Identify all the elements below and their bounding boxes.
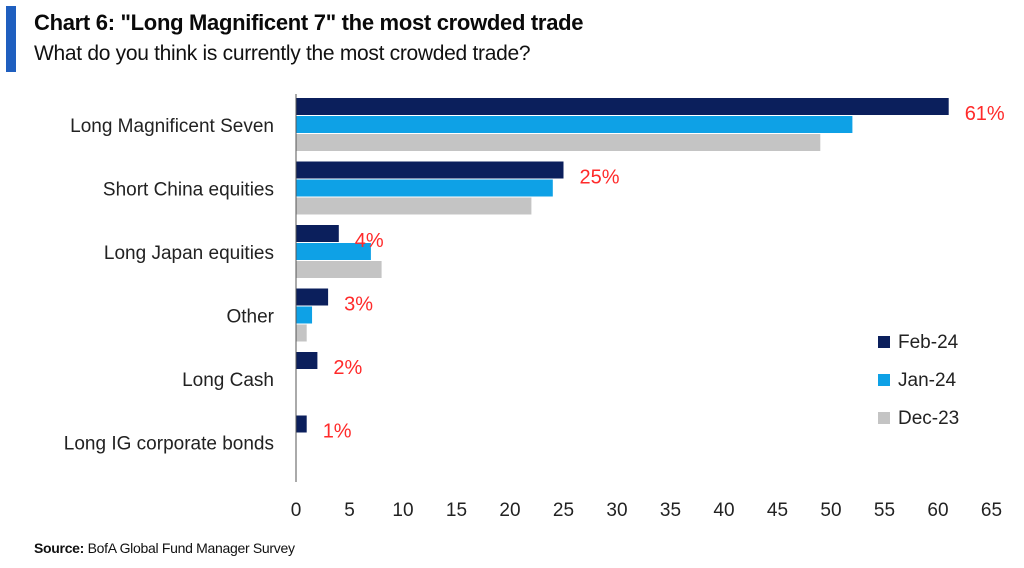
category-label: Long IG corporate bonds: [64, 434, 274, 455]
x-tick-label: 65: [981, 500, 1002, 521]
source-note: Source: BofA Global Fund Manager Survey: [34, 540, 295, 556]
bar-feb-24: [296, 225, 339, 242]
x-tick-label: 30: [606, 500, 627, 521]
bar-jan-24: [296, 179, 553, 197]
data-label: 2%: [333, 357, 362, 379]
x-tick-label: 25: [553, 500, 574, 521]
x-tick-label: 35: [660, 500, 681, 521]
bar-chart: Long Magnificent Seven 61% Short China equ…: [64, 94, 1005, 521]
accent-bar: [6, 6, 16, 72]
data-label: 61%: [965, 103, 1005, 125]
source-text: BofA Global Fund Manager Survey: [87, 540, 295, 556]
legend-swatch: [878, 336, 890, 348]
category-label: Long Japan equities: [104, 243, 274, 264]
chart-title: Chart 6: "Long Magnificent 7" the most c…: [34, 10, 584, 35]
bar-jan-24: [296, 306, 313, 324]
bar-jan-24: [296, 243, 371, 260]
legend-label: Feb-24: [898, 332, 959, 353]
chart-subtitle: What do you think is currently the most …: [34, 42, 531, 65]
x-tick-label: 45: [767, 500, 788, 521]
bar-feb-24: [296, 415, 307, 433]
legend-swatch: [878, 374, 890, 386]
legend-swatch: [878, 412, 890, 424]
bar-dec-23: [296, 134, 821, 151]
legend-label: Dec-23: [898, 408, 959, 429]
bar-feb-24: [296, 288, 329, 306]
x-tick-label: 15: [446, 500, 467, 521]
bar-feb-24: [296, 161, 564, 179]
x-tick-label: 0: [291, 500, 302, 521]
category-label: Short China equities: [103, 180, 274, 201]
x-tick-label: 40: [713, 500, 734, 521]
x-tick-label: 10: [392, 500, 413, 521]
category-label: Other: [226, 307, 274, 328]
bar-jan-24: [296, 116, 853, 133]
bar-dec-23: [296, 261, 382, 278]
x-tick-label: 5: [344, 500, 355, 521]
bar-dec-23: [296, 197, 532, 215]
category-label: Long Magnificent Seven: [70, 116, 274, 137]
bar-dec-23: [296, 324, 307, 342]
bar-feb-24: [296, 352, 318, 369]
x-tick-label: 55: [874, 500, 895, 521]
data-label: 1%: [323, 421, 352, 443]
source-label: Source:: [34, 540, 85, 556]
category-label: Long Cash: [182, 370, 274, 391]
bar-feb-24: [296, 98, 949, 115]
data-label: 4%: [355, 230, 384, 252]
data-label: 3%: [344, 294, 373, 316]
x-tick-label: 50: [820, 500, 841, 521]
data-label: 25%: [580, 167, 620, 189]
x-tick-label: 20: [499, 500, 520, 521]
x-tick-label: 60: [927, 500, 948, 521]
legend-label: Jan-24: [898, 370, 957, 391]
